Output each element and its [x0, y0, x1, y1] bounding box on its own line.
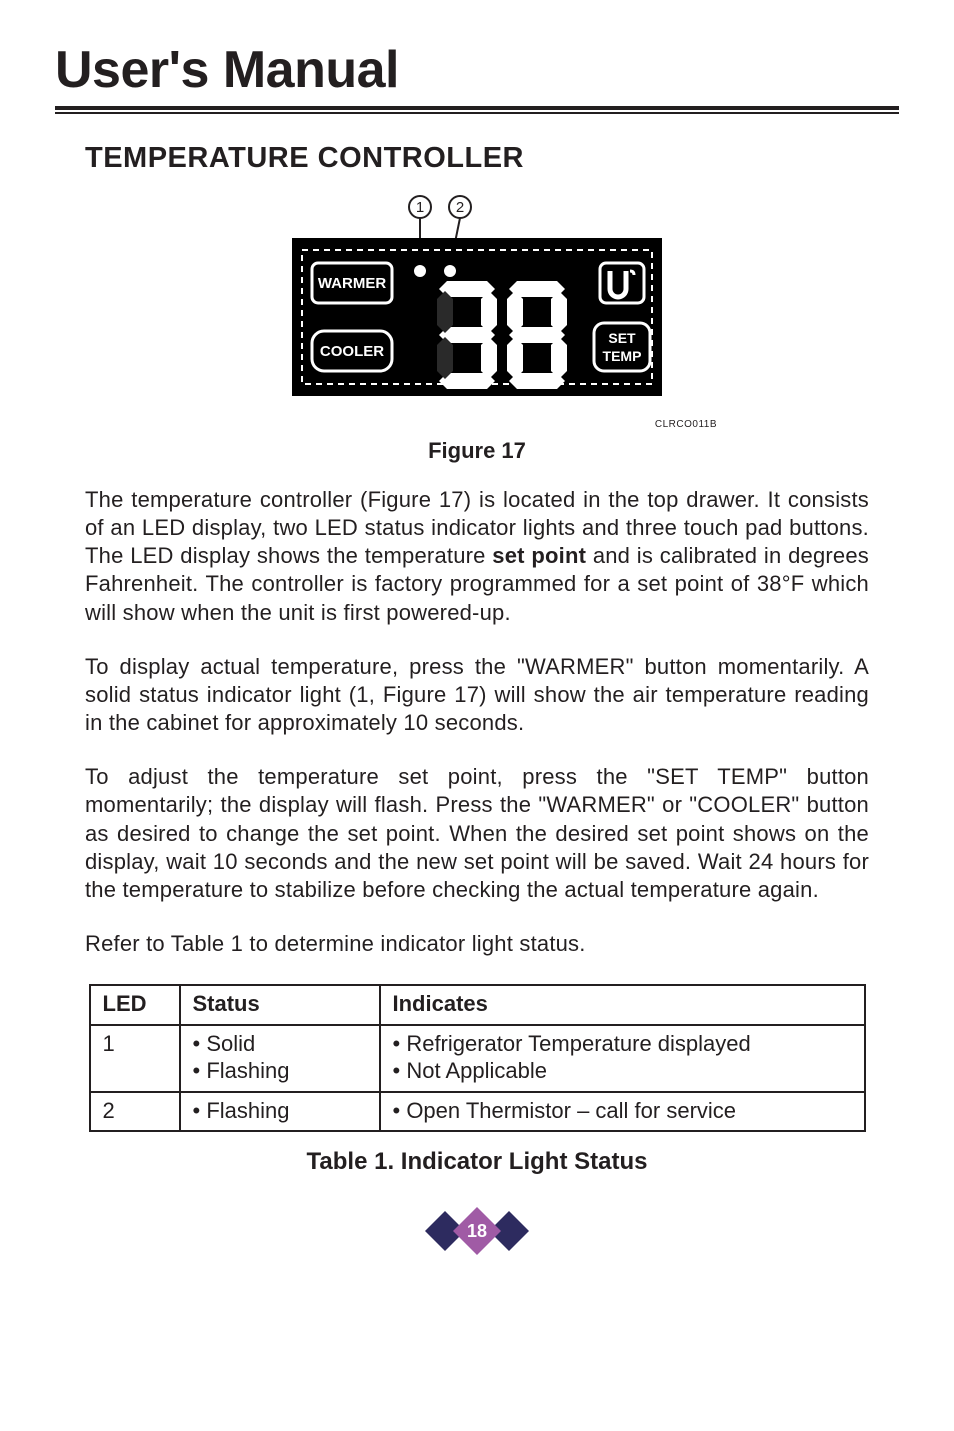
section-heading: TEMPERATURE CONTROLLER [85, 142, 899, 175]
figure-credit: CLRCO011B [237, 419, 717, 430]
table-header-row: LED Status Indicates [90, 985, 865, 1025]
indicator-table: LED Status Indicates 1 • Solid • Flashin… [89, 984, 866, 1132]
doc-title: User's Manual [55, 40, 899, 100]
cell-indicates: • Open Thermistor – call for service [380, 1092, 865, 1132]
status-line: • Flashing [193, 1057, 367, 1085]
table-row: 1 • Solid • Flashing • Refrigerator Temp… [90, 1025, 865, 1092]
figure-17: 1 2 WARMER COOLER [55, 193, 899, 413]
status-led-2 [444, 265, 456, 277]
cell-status: • Flashing [180, 1092, 380, 1132]
figure-caption: Figure 17 [55, 438, 899, 464]
set-label: SET [608, 330, 636, 346]
table-caption: Table 1. Indicator Light Status [55, 1148, 899, 1176]
ind-line: • Open Thermistor – call for service [393, 1097, 852, 1125]
table-row: 2 • Flashing • Open Thermistor – call fo… [90, 1092, 865, 1132]
title-rule-inner [55, 112, 899, 114]
ind-line: • Refrigerator Temperature displayed [393, 1030, 852, 1058]
status-line: • Flashing [193, 1097, 367, 1125]
status-led-1 [414, 265, 426, 277]
th-status: Status [180, 985, 380, 1025]
status-line: • Solid [193, 1030, 367, 1058]
paragraph-3: To adjust the temperature set point, pre… [85, 763, 869, 904]
ind-line: • Not Applicable [393, 1057, 852, 1085]
th-led: LED [90, 985, 180, 1025]
cell-led: 2 [90, 1092, 180, 1132]
callout-1: 1 [416, 199, 424, 216]
cell-led: 1 [90, 1025, 180, 1092]
controller-diagram: 1 2 WARMER COOLER [272, 193, 682, 408]
th-indicates: Indicates [380, 985, 865, 1025]
page-number: 18 [467, 1221, 487, 1241]
warmer-button-label: WARMER [318, 275, 386, 292]
cell-status: • Solid • Flashing [180, 1025, 380, 1092]
temp-label: TEMP [603, 348, 642, 364]
paragraph-4: Refer to Table 1 to determine indicator … [85, 930, 869, 958]
paragraph-2: To display actual temperature, press the… [85, 653, 869, 737]
title-rule [55, 106, 899, 110]
callout-2: 2 [456, 199, 464, 216]
cooler-button-label: COOLER [320, 343, 384, 360]
paragraph-1: The temperature controller (Figure 17) i… [85, 486, 869, 627]
page-number-badge: 18 [55, 1204, 899, 1263]
p1-bold: set point [492, 543, 586, 568]
cell-indicates: • Refrigerator Temperature displayed • N… [380, 1025, 865, 1092]
